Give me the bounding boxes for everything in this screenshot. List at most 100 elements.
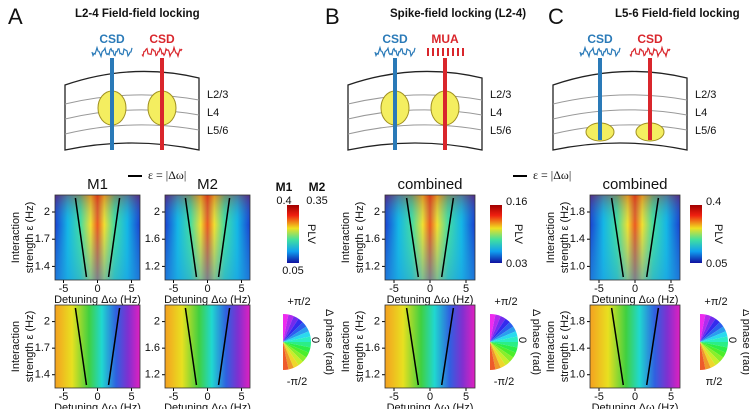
legend-label: ε = |Δω|: [533, 168, 571, 182]
phase-wedge: [490, 342, 510, 366]
colorbar-min: 0.03: [506, 258, 527, 270]
probe: [393, 58, 397, 150]
panel-label: B: [325, 4, 340, 29]
map-title: M2: [197, 176, 218, 193]
phase-map: [55, 305, 140, 388]
epsilon-line: [645, 307, 660, 386]
layer-label: L5/6: [490, 125, 511, 137]
y-tick-label: 1.6: [365, 233, 380, 245]
spike: [437, 48, 439, 56]
probe: [443, 58, 447, 150]
layer-label: L5/6: [207, 125, 228, 137]
map-frame: [54, 194, 141, 281]
layer-boundary: [347, 94, 483, 105]
phase-wedge: [283, 342, 307, 362]
y-tick-label: 1.4: [570, 342, 585, 354]
x-axis-label: Detuning Δω (Hz): [592, 402, 679, 409]
epsilon-line: [184, 197, 198, 278]
y-axis-label: strength ε (Hz): [24, 202, 36, 274]
y-axis-label: Interaction: [10, 321, 22, 372]
colorbar-min: 0.05: [706, 258, 727, 270]
phase-wedge: [283, 331, 311, 342]
y-tick-label: 1.2: [145, 369, 160, 381]
probe: [160, 58, 164, 150]
phase-wedge: [490, 314, 501, 342]
cortex-slab: [64, 70, 200, 151]
colorbar-max: 0.4: [276, 195, 291, 207]
y-tick-label: 2: [154, 206, 160, 218]
phase-wedge: [490, 326, 516, 342]
y-tick-label: 2: [374, 206, 380, 218]
y-axis-label: Interaction: [10, 212, 22, 263]
y-tick-label: 1.4: [35, 260, 50, 272]
layer-label: L5/6: [695, 125, 716, 137]
y-axis-label: strength ε (Hz): [354, 202, 366, 274]
spike: [462, 48, 464, 56]
y-tick-label: 1.2: [145, 260, 160, 272]
phase-wedge: [700, 342, 728, 353]
layer-boundary: [552, 109, 688, 120]
layer-boundary: [64, 94, 200, 105]
epsilon-line: [610, 197, 625, 278]
phase-wedge: [283, 342, 294, 370]
phase-bottom: -π/2: [287, 376, 307, 388]
layer-boundary: [64, 124, 200, 135]
probe-label: CSD: [587, 32, 613, 46]
phase-wedge: [283, 342, 299, 368]
map-frame: [589, 194, 681, 281]
layer-label: L2/3: [695, 89, 716, 101]
x-tick-label: -5: [59, 391, 69, 403]
phase-wedge: [490, 342, 501, 370]
signal-trace: [141, 45, 183, 59]
x-tick-label: -5: [594, 283, 604, 295]
x-axis-label: Detuning Δω (Hz): [54, 402, 141, 409]
colorbar-header: M2: [309, 180, 326, 194]
phase-wedge: [490, 342, 516, 358]
spike: [452, 48, 454, 56]
phase-wedge: [490, 322, 514, 342]
colorbar-min: 0.05: [282, 265, 303, 277]
x-tick-label: 0: [427, 283, 433, 295]
phase-top: +π/2: [494, 296, 517, 308]
y-tick-label: 2: [374, 316, 380, 328]
phase-wedge: [283, 336, 311, 342]
y-axis-label: strength ε (Hz): [24, 311, 36, 383]
colorbar-max: 0.4: [706, 196, 721, 208]
x-tick-label: 0: [632, 283, 638, 295]
phase-wedge: [700, 342, 726, 358]
epsilon-line: [440, 307, 455, 386]
x-tick-label: -5: [169, 283, 179, 295]
x-tick-label: 0: [94, 391, 100, 403]
y-tick-label: 1.7: [35, 342, 50, 354]
phase-wedge: [490, 342, 518, 348]
phase-wedge: [283, 342, 311, 348]
epsilon-line: [107, 307, 121, 386]
panel-title: Spike-field locking (L2-4): [390, 8, 526, 20]
phase-wedge: [490, 336, 518, 342]
phase-wedge: [700, 342, 720, 366]
y-tick-label: 2: [44, 206, 50, 218]
phase-label: Δ phase (rad): [323, 309, 335, 375]
epsilon-line: [405, 197, 420, 278]
x-tick-label: 0: [204, 391, 210, 403]
phase-wedge: [700, 326, 726, 342]
x-tick-label: 5: [668, 391, 674, 403]
phase-top: +π/2: [704, 296, 727, 308]
x-tick-label: -5: [389, 283, 399, 295]
layer-label: L2/3: [207, 89, 228, 101]
epsilon-line: [217, 197, 231, 278]
layer-label: L4: [207, 107, 219, 119]
x-tick-label: 0: [204, 283, 210, 295]
x-tick-label: -5: [594, 391, 604, 403]
phase-label: Δ phase (rad): [740, 309, 749, 375]
phase-wedge: [490, 342, 496, 370]
spike: [457, 48, 459, 56]
x-axis-label: Detuning Δω (Hz): [592, 294, 679, 306]
phase-wedge: [490, 342, 518, 353]
epsilon-line: [405, 307, 420, 386]
phase-wedge: [283, 342, 309, 358]
phase-wedge: [490, 316, 506, 342]
x-axis-label: Detuning Δω (Hz): [164, 402, 251, 409]
y-tick-label: 1.8: [570, 206, 585, 218]
spike: [427, 48, 429, 56]
